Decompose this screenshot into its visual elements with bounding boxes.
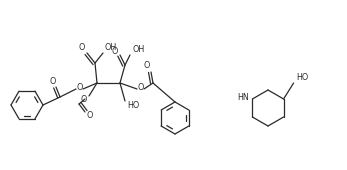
Text: O: O (87, 110, 93, 120)
Text: O: O (112, 47, 118, 55)
Text: OH: OH (105, 44, 117, 53)
Text: O: O (144, 62, 150, 71)
Text: O: O (79, 44, 85, 53)
Text: O: O (81, 96, 87, 105)
Text: HO: HO (127, 101, 139, 110)
Text: HO: HO (296, 72, 309, 81)
Text: HN: HN (238, 92, 249, 101)
Text: O: O (138, 83, 144, 92)
Text: OH: OH (133, 46, 145, 55)
Text: O: O (77, 83, 83, 92)
Text: O: O (50, 76, 56, 86)
